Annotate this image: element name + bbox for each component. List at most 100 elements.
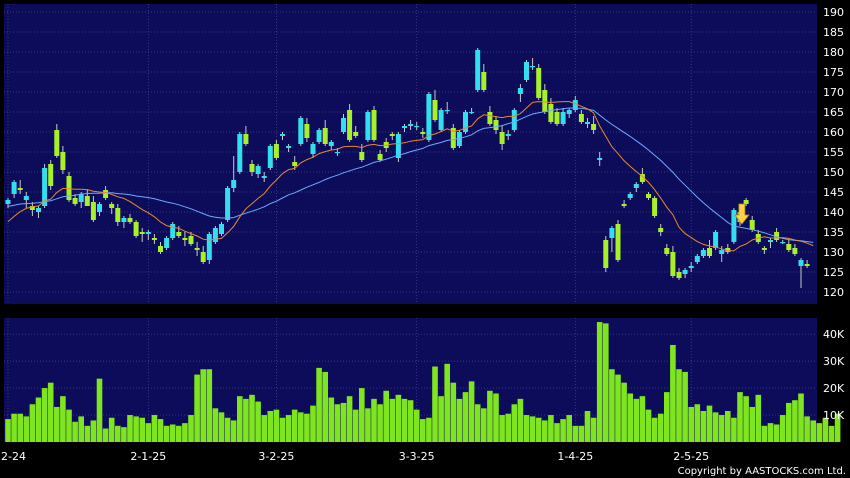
volume-bar [5, 419, 11, 442]
candle-body [341, 118, 346, 132]
candle-body [548, 104, 554, 122]
candle-body [591, 124, 597, 130]
candle-body [17, 188, 23, 190]
candle-body [469, 112, 475, 114]
candle-body [414, 126, 420, 128]
price-tick-label: 130 [823, 246, 844, 259]
candle-body [261, 176, 267, 178]
price-tick-label: 145 [823, 186, 844, 199]
volume-bar [645, 409, 652, 442]
grid-lines [4, 4, 817, 442]
volume-bar [291, 409, 298, 442]
volume-bar [670, 344, 676, 442]
volume-bar [450, 382, 457, 442]
volume-bar [749, 406, 755, 442]
volume-bar [828, 425, 835, 442]
candle-body [328, 142, 334, 146]
volume-bar [328, 397, 335, 442]
volume-bar [517, 398, 524, 442]
candle-body [97, 204, 102, 212]
candle-body [36, 208, 41, 212]
candle-body [72, 198, 78, 204]
volume-bar [505, 413, 511, 442]
volume-bar [145, 423, 152, 442]
volume-bar [633, 398, 640, 442]
candle-body [438, 110, 444, 130]
volume-tick-label: 30K [823, 355, 845, 368]
volume-bar [23, 416, 30, 442]
date-axis: 2-24 2-1-25 3-2-25 3-3-25 1-4-25 2-5-25 [1, 450, 709, 463]
copyright-text: Copyright by AASTOCKS.com Ltd. [678, 466, 846, 477]
candle-body [182, 238, 188, 240]
candle-body [54, 130, 60, 156]
candle-body [164, 238, 170, 248]
volume-bar [609, 369, 615, 442]
candle-body [694, 256, 700, 262]
candle-body [658, 228, 664, 232]
volume-bar [413, 409, 420, 442]
volume-bar [115, 425, 121, 442]
volume-bar [548, 415, 554, 442]
candle-body [524, 62, 529, 80]
volume-tick-label: 40K [823, 328, 845, 341]
price-tick-label: 175 [823, 66, 844, 79]
candle-body [743, 200, 749, 204]
candle-body [371, 110, 377, 140]
volume-bar [401, 398, 408, 442]
candle-body [517, 88, 523, 94]
candle-body [267, 146, 273, 168]
volume-bar [786, 402, 792, 442]
volume-axis: 10K 20K 30K 40K [823, 328, 845, 422]
candle-body [365, 112, 371, 140]
volume-bar [718, 415, 725, 442]
volume-bar [29, 404, 36, 442]
volume-bar [560, 419, 566, 442]
volume-bar [206, 369, 213, 442]
candle-body [176, 232, 182, 236]
candle-body [11, 182, 17, 194]
candle-body [206, 234, 212, 260]
candle-body [664, 248, 670, 254]
volume-bar [334, 404, 341, 442]
volume-bar [169, 424, 176, 442]
volume-bar [230, 420, 237, 442]
price-panel [4, 4, 817, 304]
candle-body [572, 100, 578, 110]
volume-bar [804, 416, 810, 442]
candle-body [609, 228, 615, 238]
price-tick-label: 125 [823, 266, 844, 279]
candle-body [774, 232, 780, 240]
volume-bar [767, 423, 774, 442]
volume-bar [273, 409, 280, 442]
volume-bar [389, 398, 396, 442]
moving-average-lines [7, 101, 814, 252]
volume-bar [651, 417, 658, 442]
volume-bar [182, 423, 188, 442]
volume-bar [346, 396, 353, 442]
candle-body [719, 250, 725, 254]
volume-bar [11, 413, 17, 442]
candle-body [456, 132, 462, 146]
candle-body [286, 146, 292, 148]
candle-body [499, 132, 505, 144]
volume-tick-label: 10K [823, 409, 845, 422]
volume-bar [621, 382, 627, 442]
volume-bar [523, 415, 530, 442]
candle-body [292, 162, 298, 166]
candle-body [145, 232, 151, 234]
candle-body [395, 134, 401, 158]
candle-body [578, 114, 584, 122]
candle-body [60, 152, 66, 170]
volume-bar [554, 423, 560, 442]
volume-bar [267, 411, 274, 442]
volume-bar [255, 401, 261, 442]
price-tick-label: 180 [823, 46, 844, 59]
volume-bar [511, 404, 518, 442]
candle-body [188, 236, 194, 244]
candle-body [597, 158, 603, 160]
candle-body [725, 248, 731, 252]
volume-bars [5, 322, 841, 442]
candle-body [78, 194, 84, 202]
candle-body [121, 218, 127, 222]
candle-body [103, 190, 109, 198]
